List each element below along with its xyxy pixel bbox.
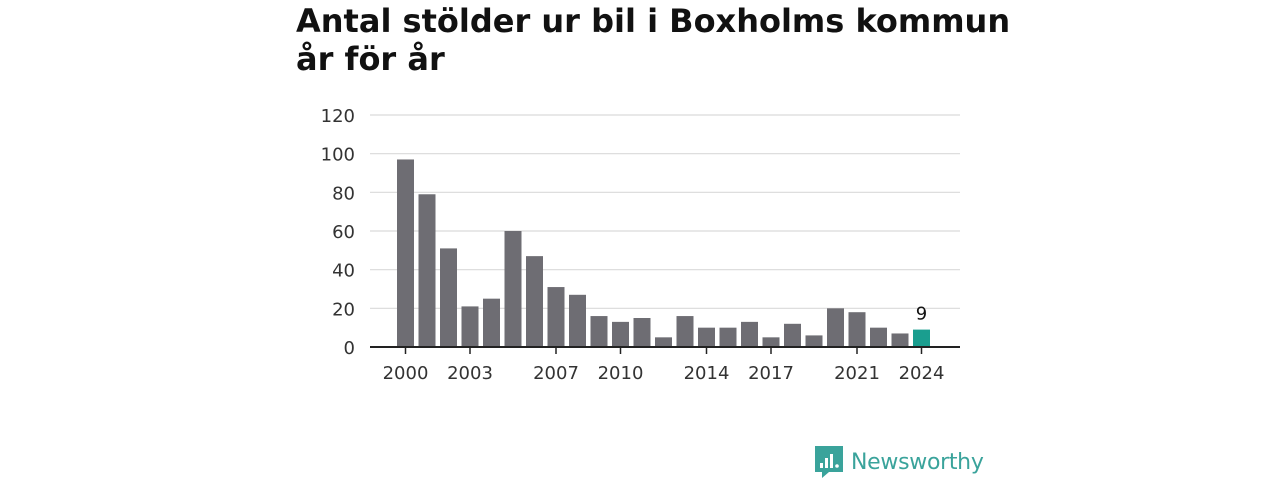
y-tick-label: 100 <box>321 145 355 166</box>
bar-2007 <box>547 287 565 347</box>
bar-2024 <box>913 329 930 347</box>
bar-2021 <box>848 312 866 347</box>
chart-title-line-2: år för år <box>296 40 445 78</box>
x-tick-label-2021: 2021 <box>834 363 880 384</box>
x-tick-label-2003: 2003 <box>447 363 493 384</box>
bar-2010 <box>612 321 629 347</box>
bar-2004 <box>483 298 500 347</box>
y-tick-label: 120 <box>321 106 355 127</box>
y-tick-label: 40 <box>332 261 355 282</box>
bar-2014 <box>698 327 715 347</box>
newsworthy-logo-icon <box>815 446 843 478</box>
x-tick-label-2000: 2000 <box>383 363 429 384</box>
y-tick-label: 0 <box>344 338 355 359</box>
x-tick-label-2007: 2007 <box>533 363 579 384</box>
bar-2015 <box>719 327 737 347</box>
bar-2022 <box>870 327 887 347</box>
newsworthy-brand: Newsworthy <box>815 446 984 478</box>
bar-2016 <box>741 321 758 347</box>
x-tick-label-2024: 2024 <box>899 363 945 384</box>
bar-2017 <box>762 337 780 347</box>
bar-2020 <box>827 308 844 347</box>
bars <box>397 159 930 347</box>
gridlines <box>370 114 960 309</box>
y-tick-label: 20 <box>332 299 355 320</box>
x-tick-label-2017: 2017 <box>748 363 794 384</box>
bar-2018 <box>784 323 801 347</box>
x-axis-ticks: 2000 2003 2007 2010 2014 2017 2021 2024 <box>383 347 945 384</box>
x-tick-label-2014: 2014 <box>684 363 730 384</box>
data-labels: 9 <box>916 304 927 325</box>
brand-name: Newsworthy <box>851 449 984 475</box>
y-tick-label: 60 <box>332 222 355 243</box>
bar-2012 <box>655 337 672 347</box>
chart-title-line-1: Antal stölder ur bil i Boxholms kommun <box>296 2 1011 40</box>
bar-2009 <box>590 316 608 347</box>
bar-2019 <box>805 335 823 347</box>
bar-2023 <box>891 333 909 347</box>
chart-title: Antal stölder ur bil i Boxholms kommun å… <box>296 2 1010 78</box>
x-tick-label-2010: 2010 <box>598 363 644 384</box>
bar-2002 <box>440 248 457 347</box>
y-tick-label: 80 <box>332 183 355 204</box>
bar-2011 <box>633 318 651 347</box>
bar-2013 <box>676 316 694 347</box>
data-label-2024: 9 <box>916 304 927 325</box>
bar-2001 <box>418 194 436 347</box>
bar-2003 <box>461 306 479 347</box>
bar-2006 <box>526 256 543 347</box>
bar-2000 <box>397 159 414 347</box>
bar-2005 <box>504 231 522 347</box>
bar-2008 <box>569 294 586 347</box>
y-axis-tick-labels: 0 20 40 60 80 100 120 <box>321 106 355 359</box>
